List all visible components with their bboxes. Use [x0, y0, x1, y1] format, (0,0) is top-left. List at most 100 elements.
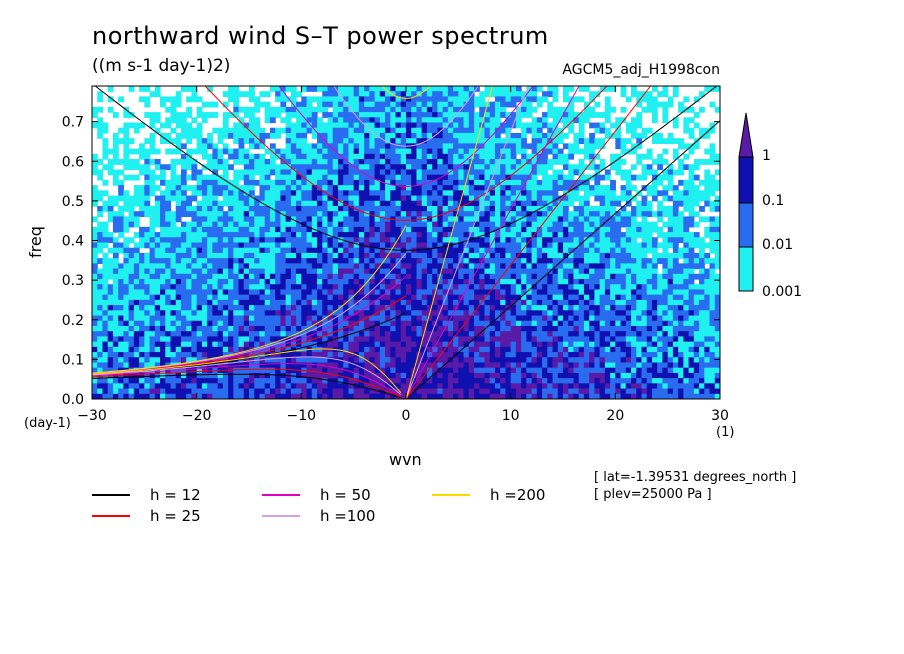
heat-cell	[254, 268, 261, 275]
heat-cell	[531, 247, 538, 254]
heat-cell	[301, 148, 308, 155]
heat-cell	[557, 320, 564, 327]
heat-cell	[306, 320, 313, 327]
heat-cell	[636, 310, 643, 317]
heat-cell	[191, 273, 198, 280]
heat-cell	[102, 268, 109, 275]
heat-cell	[217, 159, 224, 165]
heat-cell	[133, 185, 140, 191]
heat-cell	[186, 221, 193, 228]
heat-cell	[207, 237, 213, 244]
heat-cell	[714, 169, 720, 176]
heat-cell	[201, 299, 208, 306]
heat-cell	[243, 320, 250, 327]
heat-cell	[238, 205, 245, 212]
heat-cell	[453, 153, 459, 160]
heat-cell	[589, 159, 595, 165]
heat-cell	[662, 211, 669, 218]
heat-cell	[180, 242, 187, 249]
heat-cell	[578, 315, 585, 322]
heat-cell	[259, 179, 266, 186]
heat-cell	[327, 258, 334, 264]
heat-cell	[662, 232, 669, 238]
heat-cell	[228, 320, 234, 327]
heat-cell	[583, 174, 590, 181]
heat-cell	[479, 117, 486, 124]
heat-cell	[437, 143, 444, 150]
heat-cell	[421, 320, 428, 327]
heat-cell	[306, 174, 313, 181]
heat-cell	[97, 279, 104, 285]
heat-cell	[207, 159, 213, 165]
heat-cell	[149, 159, 156, 165]
heat-cell	[489, 200, 496, 207]
heat-cell	[573, 263, 580, 270]
heat-cell	[521, 273, 527, 280]
heat-cell	[521, 205, 527, 212]
heat-cell	[416, 211, 423, 218]
heat-cell	[432, 205, 438, 212]
heat-cell	[672, 279, 679, 285]
heat-cell	[154, 91, 161, 98]
heat-cell	[672, 268, 679, 275]
heat-cell	[280, 164, 287, 171]
heat-cell	[678, 226, 684, 233]
heat-cell	[651, 174, 658, 181]
heat-cell	[369, 247, 376, 254]
heat-cell	[657, 232, 664, 238]
heat-cell	[343, 179, 350, 186]
heat-cell	[238, 169, 245, 176]
heat-cell	[646, 96, 653, 103]
heat-cell	[165, 299, 172, 306]
heat-cell	[494, 242, 501, 249]
heat-cell	[92, 294, 98, 301]
heat-cell	[547, 247, 554, 254]
heat-cell	[175, 148, 182, 155]
heat-cell	[112, 138, 119, 144]
heat-cell	[92, 169, 98, 176]
heat-cell	[416, 268, 423, 275]
heat-cell	[249, 273, 255, 280]
heat-cell	[212, 252, 219, 259]
heat-cell	[489, 284, 496, 291]
heat-cell	[474, 279, 480, 285]
heat-cell	[379, 325, 386, 332]
heat-cell	[683, 226, 690, 233]
heat-cell	[290, 174, 297, 181]
heat-cell	[112, 268, 119, 275]
heat-cell	[683, 279, 690, 285]
heat-cell	[249, 211, 255, 218]
heat-cell	[594, 310, 601, 317]
heat-cell	[599, 299, 606, 306]
heat-cell	[160, 252, 166, 259]
heat-cell	[97, 122, 104, 129]
heat-cell	[144, 315, 151, 322]
heat-cell	[369, 205, 376, 212]
heat-cell	[390, 273, 397, 280]
heat-cell	[421, 331, 428, 337]
heat-cell	[390, 221, 397, 228]
heat-cell	[170, 325, 177, 332]
heat-cell	[714, 185, 720, 191]
heat-cell	[651, 179, 658, 186]
heat-cell	[568, 273, 575, 280]
heat-cell	[636, 221, 643, 228]
heat-cell	[180, 174, 187, 181]
heat-cell	[573, 331, 580, 337]
heat-cell	[243, 305, 250, 311]
heat-cell	[264, 221, 271, 228]
heat-cell	[447, 289, 454, 296]
heat-cell	[112, 284, 119, 291]
heat-cell	[589, 190, 595, 197]
heat-cell	[264, 320, 271, 327]
heat-cell	[149, 325, 156, 332]
heat-cell	[191, 294, 198, 301]
heat-cell	[348, 242, 355, 249]
heat-cell	[615, 310, 622, 317]
heat-cell	[343, 331, 350, 337]
heat-cell	[358, 211, 365, 218]
heat-cell	[453, 190, 459, 197]
heat-cell	[123, 205, 130, 212]
heat-cell	[651, 289, 658, 296]
heat-cell	[249, 305, 255, 311]
